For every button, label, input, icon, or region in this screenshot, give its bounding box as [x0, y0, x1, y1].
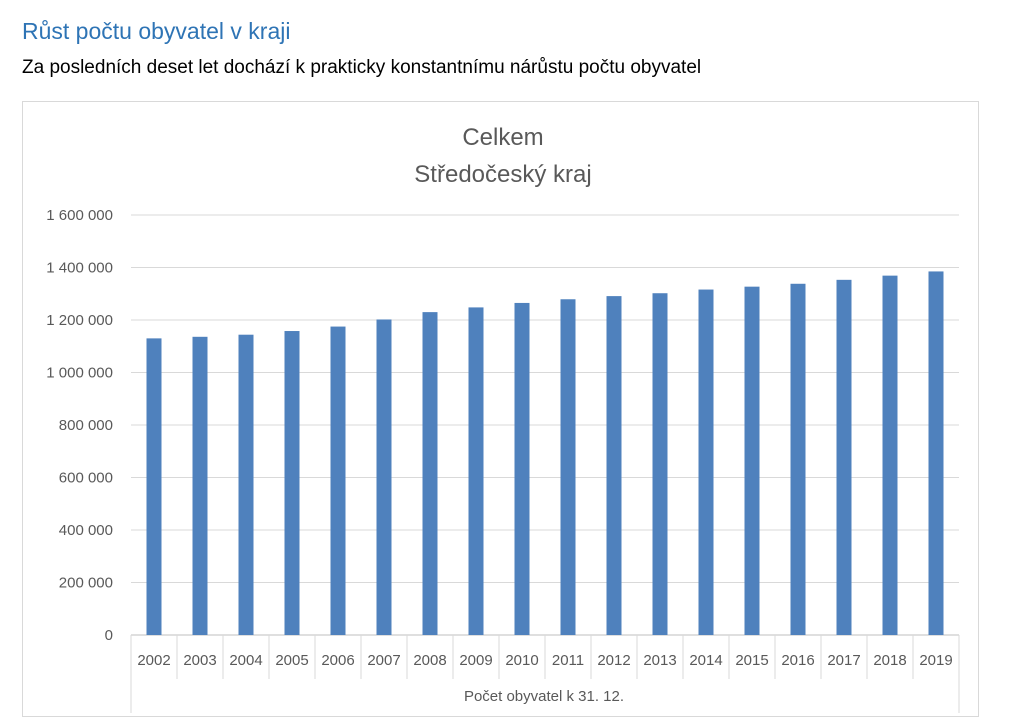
x-axis-title: Počet obyvatel k 31. 12. — [464, 688, 624, 705]
bar-2016 — [790, 283, 806, 635]
x-tick-label-2003: 2003 — [183, 652, 216, 669]
x-tick-label-2008: 2008 — [413, 652, 446, 669]
bar-2006 — [330, 326, 346, 635]
gridlines — [131, 214, 959, 636]
x-tick-label-2015: 2015 — [735, 652, 768, 669]
x-tick-label-2002: 2002 — [137, 652, 170, 669]
bar-2004 — [238, 334, 254, 635]
x-tick-label-2013: 2013 — [643, 652, 676, 669]
bars — [146, 271, 944, 635]
population-bar-chart: Celkem Středočeský kraj 0 200 000 400 000 6… — [46, 124, 960, 713]
y-axis-tick-labels: 0 200 000 400 000 600 000 800 000 1 000 000 1 … — [46, 207, 113, 644]
x-tick-label-2017: 2017 — [827, 652, 860, 669]
x-tick-label-2010: 2010 — [505, 652, 538, 669]
x-tick-label-2014: 2014 — [689, 652, 722, 669]
bar-2005 — [284, 331, 300, 635]
bar-2008 — [422, 312, 438, 635]
x-tick-label-2009: 2009 — [459, 652, 492, 669]
y-tick-label: 1 400 000 — [46, 260, 113, 277]
chart-title-line-1: Celkem — [462, 124, 543, 151]
x-tick-label-2005: 2005 — [275, 652, 308, 669]
y-tick-label: 1 200 000 — [46, 312, 113, 329]
x-tick-label-2007: 2007 — [367, 652, 400, 669]
bar-2012 — [606, 296, 622, 635]
x-tick-label-2012: 2012 — [597, 652, 630, 669]
y-tick-label: 1 600 000 — [46, 207, 113, 224]
x-tick-label-2011: 2011 — [552, 652, 584, 669]
chart-area: Celkem Středočeský kraj 0 200 000 400 000 6… — [22, 101, 979, 717]
x-axis-category-table: 2002 2003 2004 2005 2006 2007 2008 2009 2010 2011… — [130, 635, 960, 713]
bar-2003 — [192, 336, 208, 635]
bar-2015 — [744, 286, 760, 635]
bar-2007 — [376, 319, 392, 635]
y-tick-label: 200 000 — [59, 575, 113, 592]
x-tick-label-2016: 2016 — [781, 652, 814, 669]
bar-2019 — [928, 271, 944, 635]
bar-2018 — [882, 275, 898, 635]
bar-2010 — [514, 302, 530, 635]
page-title: Růst počtu obyvatel v kraji — [22, 18, 291, 44]
y-tick-label: 800 000 — [59, 417, 113, 434]
x-tick-label-2006: 2006 — [321, 652, 354, 669]
x-tick-label-2004: 2004 — [229, 652, 262, 669]
y-tick-label: 400 000 — [59, 522, 113, 539]
page-subtitle: Za posledních deset let dochází k prakti… — [22, 57, 702, 78]
chart-title-line-2: Středočeský kraj — [414, 161, 591, 188]
x-tick-label-2018: 2018 — [873, 652, 906, 669]
bar-2017 — [836, 279, 852, 635]
bar-2014 — [698, 289, 714, 635]
x-tick-label-2019: 2019 — [919, 652, 952, 669]
bar-2002 — [146, 338, 162, 635]
y-tick-label: 1 000 000 — [46, 365, 113, 382]
bar-2013 — [652, 293, 668, 635]
bar-2009 — [468, 307, 484, 635]
y-tick-label: 0 — [105, 627, 113, 644]
bar-2011 — [560, 299, 576, 635]
y-tick-label: 600 000 — [59, 470, 113, 487]
